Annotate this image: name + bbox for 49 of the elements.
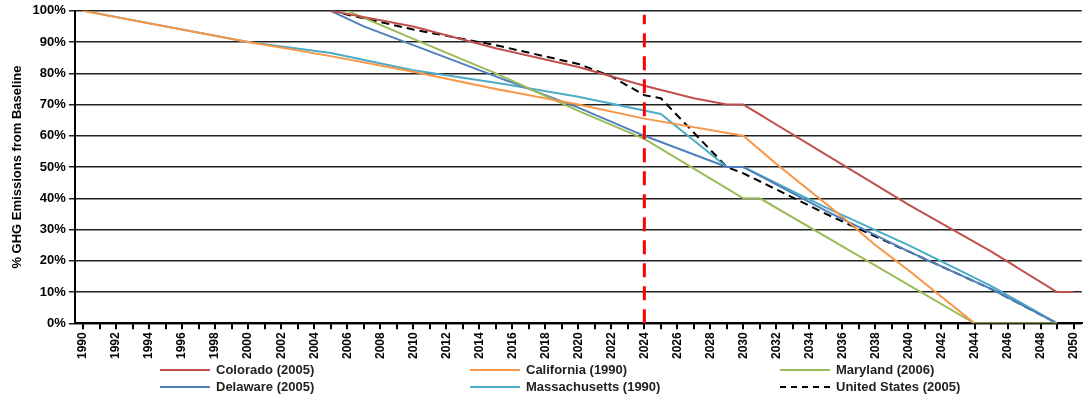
x-tick-label: 2044 xyxy=(966,331,981,360)
legend-label: Massachusetts (1990) xyxy=(526,379,661,394)
x-tick-label: 2022 xyxy=(603,331,618,360)
x-tick-label: 2008 xyxy=(372,331,387,360)
legend-label: California (1990) xyxy=(526,362,628,377)
x-tick-label: 2020 xyxy=(570,331,585,360)
x-tick-label: 2036 xyxy=(834,331,849,360)
y-tick-label: 100% xyxy=(32,2,67,18)
x-tick-label: 2040 xyxy=(900,331,915,360)
x-tick-label: 2046 xyxy=(999,331,1014,360)
x-tick-label: 2016 xyxy=(504,331,519,360)
x-tick-label: 2010 xyxy=(405,331,420,360)
x-tick-label: 1992 xyxy=(108,331,123,360)
y-tick-label: 10% xyxy=(39,283,67,299)
x-tick-label: 2050 xyxy=(1065,331,1080,360)
x-tick-label: 2030 xyxy=(735,331,750,360)
x-tick-label: 2042 xyxy=(933,331,948,360)
x-tick-label: 1998 xyxy=(207,331,222,360)
y-tick-label: 60% xyxy=(39,127,67,143)
x-tick-label: 1990 xyxy=(75,331,90,360)
x-tick-label: 2048 xyxy=(1032,331,1047,360)
x-tick-label: 2012 xyxy=(438,331,453,360)
y-tick-label: 50% xyxy=(39,158,67,174)
y-tick-label: 20% xyxy=(39,252,67,268)
x-tick-label: 2006 xyxy=(339,331,354,360)
y-tick-label: 30% xyxy=(39,221,67,237)
x-tick-label: 2004 xyxy=(306,331,321,360)
x-tick-label: 2028 xyxy=(702,331,717,360)
y-tick-label: 70% xyxy=(39,96,67,112)
x-tick-label: 2024 xyxy=(636,331,651,360)
x-tick-label: 2038 xyxy=(867,331,882,360)
legend-label: Colorado (2005) xyxy=(216,362,315,377)
x-tick-label: 2018 xyxy=(537,331,552,360)
y-axis-title: % GHG Emissions from Baseline xyxy=(9,65,25,269)
legend-label: United States (2005) xyxy=(836,379,961,394)
x-tick-label: 1996 xyxy=(174,331,189,360)
x-tick-label: 2034 xyxy=(801,331,816,360)
x-tick-label: 1994 xyxy=(141,331,156,360)
x-tick-label: 2002 xyxy=(273,331,288,360)
x-tick-label: 2032 xyxy=(768,331,783,360)
x-tick-label: 2014 xyxy=(471,331,486,360)
legend-label: Delaware (2005) xyxy=(216,379,315,394)
legend-label: Maryland (2006) xyxy=(836,362,935,377)
y-tick-label: 0% xyxy=(47,314,67,330)
x-tick-label: 2000 xyxy=(240,331,255,360)
y-tick-label: 90% xyxy=(39,33,67,49)
y-tick-label: 80% xyxy=(39,64,67,80)
y-tick-label: 40% xyxy=(39,189,67,205)
x-tick-label: 2026 xyxy=(669,331,684,360)
